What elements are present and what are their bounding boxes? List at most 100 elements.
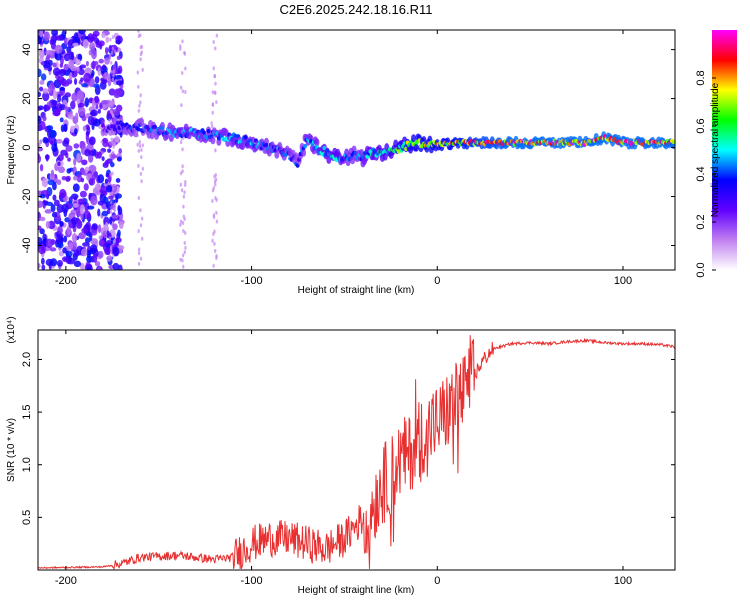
heatmap-speck: [38, 262, 41, 269]
heatmap-speck: [109, 109, 113, 114]
heatmap-speck: [71, 232, 78, 243]
heatmap-speck: [88, 178, 96, 186]
heatmap-speck: [101, 103, 107, 110]
heatmap-speck: [38, 225, 42, 231]
x-tick-label: 100: [614, 275, 632, 287]
heatmap-speck: [179, 171, 183, 176]
heatmap-cell: [139, 118, 145, 127]
heatmap-speck: [82, 39, 89, 49]
heatmap-speck: [38, 115, 42, 125]
heatmap-speck: [104, 47, 109, 55]
heatmap-speck: [44, 209, 52, 214]
heatmap-speck: [179, 140, 183, 145]
heatmap-speck: [102, 141, 109, 148]
heatmap-speck: [59, 69, 67, 74]
heatmap-speck: [92, 254, 98, 263]
heatmap-speck: [47, 179, 55, 186]
heatmap-speck: [141, 143, 144, 148]
y-tick-label: 2.0: [21, 352, 33, 367]
heatmap-speck: [68, 59, 75, 69]
heatmap-speck: [181, 89, 185, 94]
heatmap-cell: [314, 138, 320, 147]
heatmap-speck: [63, 64, 69, 71]
snr-series-line: [38, 335, 675, 570]
heatmap-speck: [136, 142, 139, 147]
heatmap-speck: [88, 150, 97, 156]
heatmap-speck: [139, 100, 142, 105]
heatmap-speck: [59, 86, 66, 91]
heatmap-speck: [67, 157, 71, 162]
heatmap-speck: [60, 149, 68, 156]
heatmap-speck: [180, 188, 184, 193]
heatmap-speck: [57, 154, 64, 162]
heatmap-speck: [57, 226, 63, 235]
heatmap-speck: [183, 230, 187, 235]
heatmap-cell: [112, 126, 117, 132]
heatmap-speck: [95, 104, 99, 110]
heatmap-speck: [184, 182, 187, 187]
heatmap-speck: [63, 106, 70, 111]
heatmap-speck: [112, 73, 115, 78]
heatmap-speck: [45, 258, 54, 267]
heatmap-speck: [97, 266, 102, 270]
heatmap-speck: [83, 183, 89, 191]
spectrogram-panel: -200 -100 0 100 40 20 0 -20 -40 Height of strai…: [6, 29, 676, 296]
heatmap-speck: [88, 136, 96, 146]
heatmap-speck: [84, 97, 89, 108]
heatmap-speck: [50, 169, 55, 178]
heatmap-speck: [39, 216, 46, 222]
x-tick-label: -100: [241, 575, 263, 587]
heatmap-speck: [80, 177, 85, 183]
heatmap-speck: [111, 186, 115, 191]
heatmap-cell: [240, 142, 246, 151]
heatmap-speck: [45, 238, 54, 249]
heatmap-speck: [212, 66, 215, 71]
heatmap-speck: [109, 154, 118, 159]
heatmap-speck: [181, 258, 184, 263]
heatmap-speck: [116, 156, 122, 162]
heatmap-cell: [206, 128, 211, 134]
heatmap-speck: [179, 222, 182, 227]
heatmap-speck: [42, 88, 49, 94]
heatmap-speck: [182, 228, 185, 233]
heatmap-speck: [67, 39, 76, 49]
heatmap-speck: [212, 232, 215, 237]
heatmap-speck: [84, 237, 91, 244]
heatmap-speck: [74, 128, 78, 135]
heatmap-speck: [50, 203, 56, 213]
heatmap-speck: [179, 46, 182, 51]
heatmap-speck: [101, 32, 106, 39]
heatmap-speck: [139, 52, 143, 57]
heatmap-speck: [53, 178, 59, 183]
heatmap-speck: [38, 86, 44, 92]
heatmap-speck: [111, 77, 115, 82]
heatmap-speck: [83, 72, 91, 83]
heatmap-speck: [52, 90, 58, 100]
heatmap-speck: [74, 36, 81, 43]
heatmap-speck: [213, 174, 216, 179]
heatmap-speck: [109, 216, 113, 225]
heatmap-speck: [38, 147, 44, 152]
spectrogram-y-ticks: 40 20 0 -20 -40: [21, 43, 675, 253]
heatmap-speck: [111, 191, 114, 196]
heatmap-speck: [137, 30, 140, 33]
heatmap-speck: [110, 137, 114, 142]
heatmap-speck: [183, 190, 186, 195]
heatmap-speck: [79, 140, 84, 147]
heatmap-speck: [215, 210, 218, 215]
heatmap-speck: [215, 100, 218, 105]
heatmap-speck: [137, 163, 140, 168]
heatmap-speck: [83, 210, 91, 220]
heatmap-speck: [51, 30, 59, 37]
heatmap-speck: [62, 247, 67, 254]
heatmap-speck: [72, 175, 78, 181]
heatmap-speck: [68, 242, 74, 251]
heatmap-speck: [215, 219, 219, 224]
heatmap-speck: [57, 242, 64, 249]
colorbar-tick-label: 0.2: [695, 214, 707, 229]
heatmap-cell: [153, 124, 157, 130]
heatmap-speck: [90, 228, 98, 236]
heatmap-speck: [115, 80, 124, 86]
heatmap-cell: [250, 136, 256, 145]
heatmap-speck: [113, 208, 116, 213]
